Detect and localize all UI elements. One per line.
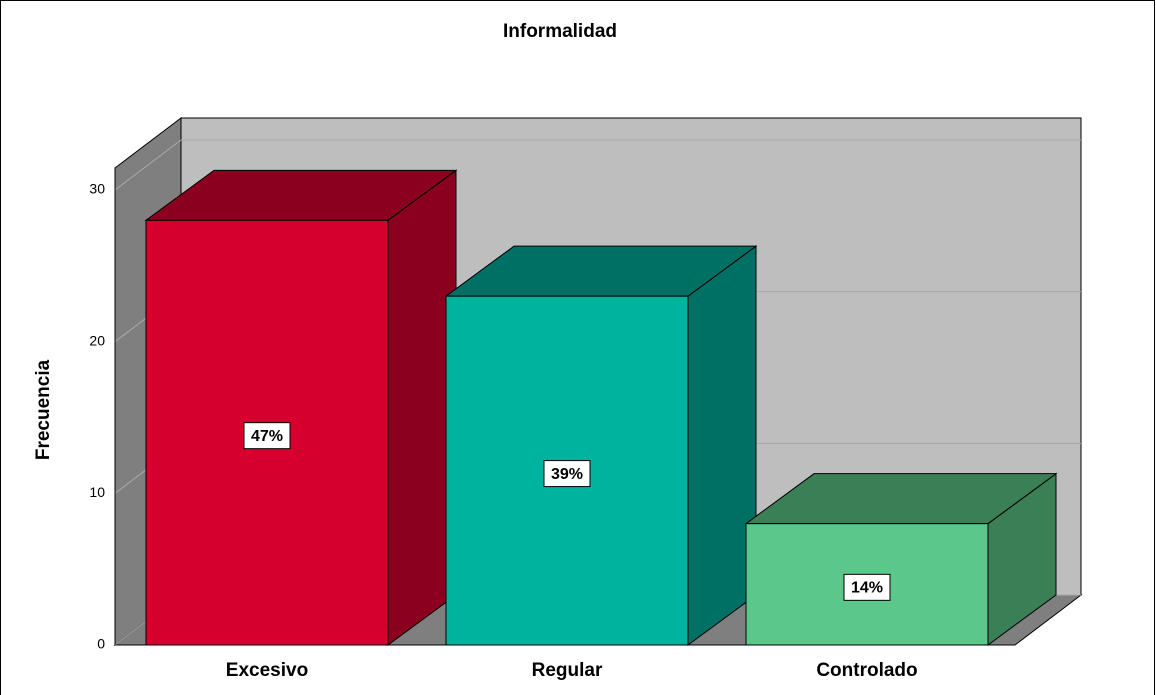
y-tick-label: 0 [97,636,105,652]
value-label-box [243,422,291,450]
value-label: 47% [251,428,283,445]
chart-title: Informalidad [503,21,617,42]
x-tick-label: Controlado [816,660,917,681]
y-tick-label: 20 [89,332,105,348]
grid-line [114,139,182,191]
y-tick-label: 10 [89,484,105,500]
value-label: 14% [851,580,883,597]
y-axis-label: Frecuencia [33,359,54,460]
value-label-box [543,460,591,488]
x-tick-label: Excesivo [226,660,308,681]
value-label-box [843,573,891,601]
x-tick-label: Regular [532,660,603,681]
y-tick-label: 30 [89,181,105,197]
value-label: 39% [551,466,583,483]
